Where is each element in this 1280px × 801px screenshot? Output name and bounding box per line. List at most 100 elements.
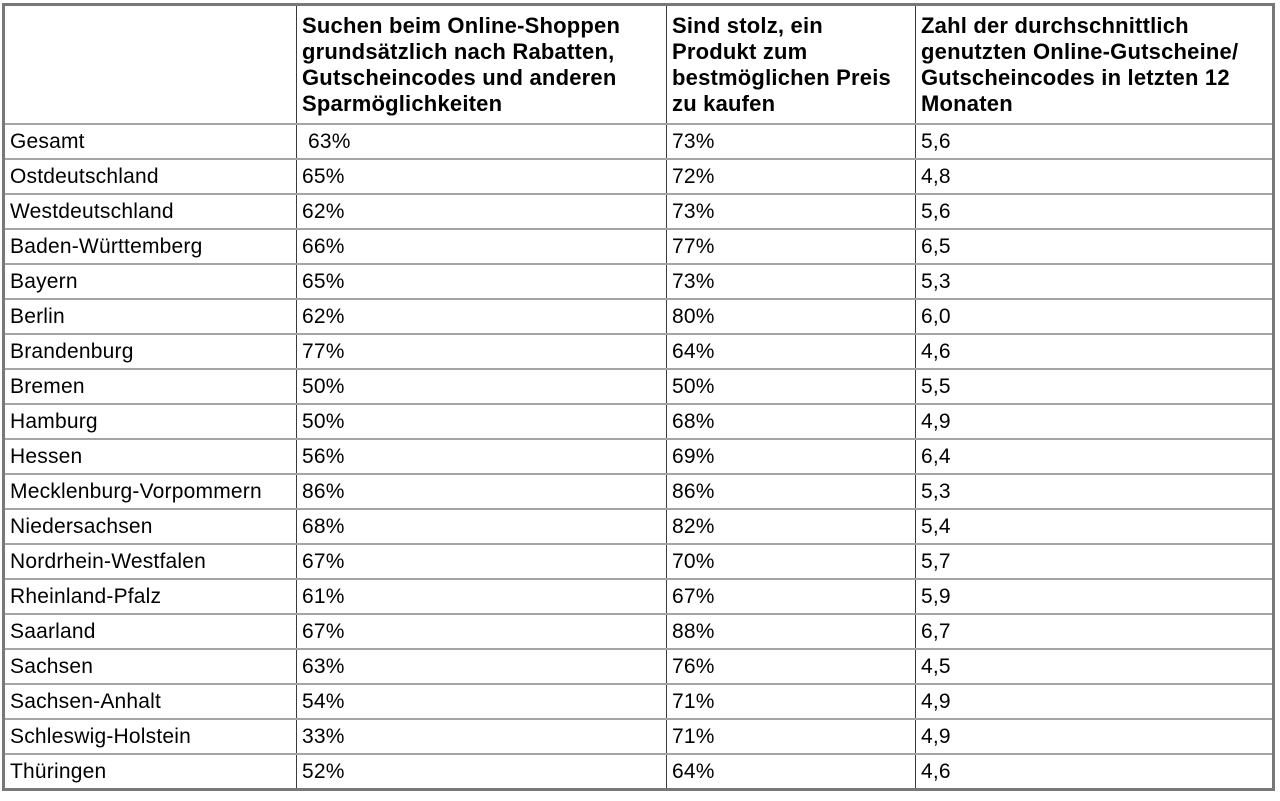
table-row: Hessen 56% 69% 6,4 bbox=[3, 438, 1274, 475]
value-cell: 64% bbox=[666, 753, 916, 791]
table-row: Ostdeutschland 65% 72% 4,8 bbox=[3, 158, 1274, 195]
region-cell: Hamburg bbox=[3, 403, 297, 440]
region-cell: Thüringen bbox=[3, 753, 297, 791]
value-cell: 63% bbox=[296, 123, 667, 160]
table-row: Thüringen 52% 64% 4,6 bbox=[3, 753, 1274, 791]
value-cell: 4,5 bbox=[915, 648, 1274, 685]
value-cell: 4,9 bbox=[915, 403, 1274, 440]
region-cell: Bayern bbox=[3, 263, 297, 300]
value-cell: 66% bbox=[296, 228, 667, 265]
value-cell: 67% bbox=[296, 613, 667, 650]
region-cell: Nordrhein-Westfalen bbox=[3, 543, 297, 580]
value-cell: 5,7 bbox=[915, 543, 1274, 580]
value-cell: 33% bbox=[296, 718, 667, 755]
region-cell: Brandenburg bbox=[3, 333, 297, 370]
value-cell: 5,5 bbox=[915, 368, 1274, 405]
value-cell: 67% bbox=[666, 578, 916, 615]
value-cell: 86% bbox=[666, 473, 916, 510]
value-cell: 4,9 bbox=[915, 683, 1274, 720]
table-row: Brandenburg 77% 64% 4,6 bbox=[3, 333, 1274, 370]
value-cell: 80% bbox=[666, 298, 916, 335]
value-cell: 71% bbox=[666, 683, 916, 720]
value-cell: 69% bbox=[666, 438, 916, 475]
value-cell: 5,6 bbox=[915, 193, 1274, 230]
region-cell: Gesamt bbox=[3, 123, 297, 160]
value-cell: 73% bbox=[666, 123, 916, 160]
region-cell: Niedersachsen bbox=[3, 508, 297, 545]
table-row: Nordrhein-Westfalen 67% 70% 5,7 bbox=[3, 543, 1274, 580]
value-cell: 61% bbox=[296, 578, 667, 615]
table-body: Gesamt 63% 73% 5,6 Ostdeutschland 65% 72… bbox=[3, 123, 1274, 791]
value-cell: 5,9 bbox=[915, 578, 1274, 615]
header-row: Suchen beim Online-Shoppen grundsätzlich… bbox=[3, 3, 1274, 125]
table-row: Sachsen 63% 76% 4,5 bbox=[3, 648, 1274, 685]
column-header-region bbox=[3, 3, 297, 125]
value-cell: 73% bbox=[666, 263, 916, 300]
value-cell: 6,5 bbox=[915, 228, 1274, 265]
value-cell: 64% bbox=[666, 333, 916, 370]
value-cell: 5,3 bbox=[915, 263, 1274, 300]
value-cell: 63% bbox=[296, 648, 667, 685]
region-cell: Rheinland-Pfalz bbox=[3, 578, 297, 615]
table-row: Saarland 67% 88% 6,7 bbox=[3, 613, 1274, 650]
table-row: Hamburg 50% 68% 4,9 bbox=[3, 403, 1274, 440]
value-cell: 54% bbox=[296, 683, 667, 720]
value-cell: 71% bbox=[666, 718, 916, 755]
value-cell: 76% bbox=[666, 648, 916, 685]
table-row: Mecklenburg-Vorpommern 86% 86% 5,3 bbox=[3, 473, 1274, 510]
value-cell: 6,0 bbox=[915, 298, 1274, 335]
table-row: Schleswig-Holstein 33% 71% 4,9 bbox=[3, 718, 1274, 755]
region-cell: Sachsen-Anhalt bbox=[3, 683, 297, 720]
value-cell: 62% bbox=[296, 298, 667, 335]
value-cell: 4,8 bbox=[915, 158, 1274, 195]
value-cell: 5,3 bbox=[915, 473, 1274, 510]
region-cell: Sachsen bbox=[3, 648, 297, 685]
value-cell: 4,6 bbox=[915, 333, 1274, 370]
value-cell: 88% bbox=[666, 613, 916, 650]
value-cell: 4,6 bbox=[915, 753, 1274, 791]
value-cell: 56% bbox=[296, 438, 667, 475]
region-cell: Bremen bbox=[3, 368, 297, 405]
table-row: Bremen 50% 50% 5,5 bbox=[3, 368, 1274, 405]
value-cell: 72% bbox=[666, 158, 916, 195]
region-cell: Berlin bbox=[3, 298, 297, 335]
value-cell: 50% bbox=[296, 368, 667, 405]
value-cell: 5,4 bbox=[915, 508, 1274, 545]
value-cell: 68% bbox=[296, 508, 667, 545]
table-row: Sachsen-Anhalt 54% 71% 4,9 bbox=[3, 683, 1274, 720]
region-cell: Hessen bbox=[3, 438, 297, 475]
value-cell: 82% bbox=[666, 508, 916, 545]
value-cell: 86% bbox=[296, 473, 667, 510]
value-cell: 6,4 bbox=[915, 438, 1274, 475]
value-cell: 62% bbox=[296, 193, 667, 230]
region-cell: Baden-Württemberg bbox=[3, 228, 297, 265]
table-row: Rheinland-Pfalz 61% 67% 5,9 bbox=[3, 578, 1274, 615]
value-cell: 6,7 bbox=[915, 613, 1274, 650]
table-row: Berlin 62% 80% 6,0 bbox=[3, 298, 1274, 335]
value-cell: 52% bbox=[296, 753, 667, 791]
region-cell: Westdeutschland bbox=[3, 193, 297, 230]
value-cell: 73% bbox=[666, 193, 916, 230]
column-header-voucher-count: Zahl der durchschnittlich genutzten Onli… bbox=[915, 3, 1274, 125]
value-cell: 70% bbox=[666, 543, 916, 580]
value-cell: 68% bbox=[666, 403, 916, 440]
table-row: Gesamt 63% 73% 5,6 bbox=[3, 123, 1274, 160]
region-cell: Mecklenburg-Vorpommern bbox=[3, 473, 297, 510]
value-cell: 65% bbox=[296, 158, 667, 195]
value-cell: 4,9 bbox=[915, 718, 1274, 755]
region-cell: Schleswig-Holstein bbox=[3, 718, 297, 755]
value-cell: 65% bbox=[296, 263, 667, 300]
value-cell: 50% bbox=[296, 403, 667, 440]
table-row: Bayern 65% 73% 5,3 bbox=[3, 263, 1274, 300]
table-row: Baden-Württemberg 66% 77% 6,5 bbox=[3, 228, 1274, 265]
value-cell: 67% bbox=[296, 543, 667, 580]
value-cell: 77% bbox=[296, 333, 667, 370]
column-header-search-discounts: Suchen beim Online-Shoppen grundsätzlich… bbox=[296, 3, 667, 125]
value-cell: 5,6 bbox=[915, 123, 1274, 160]
table-row: Westdeutschland 62% 73% 5,6 bbox=[3, 193, 1274, 230]
table-row: Niedersachsen 68% 82% 5,4 bbox=[3, 508, 1274, 545]
statistics-table: Suchen beim Online-Shoppen grundsätzlich… bbox=[2, 3, 1275, 791]
value-cell: 77% bbox=[666, 228, 916, 265]
region-cell: Saarland bbox=[3, 613, 297, 650]
region-cell: Ostdeutschland bbox=[3, 158, 297, 195]
